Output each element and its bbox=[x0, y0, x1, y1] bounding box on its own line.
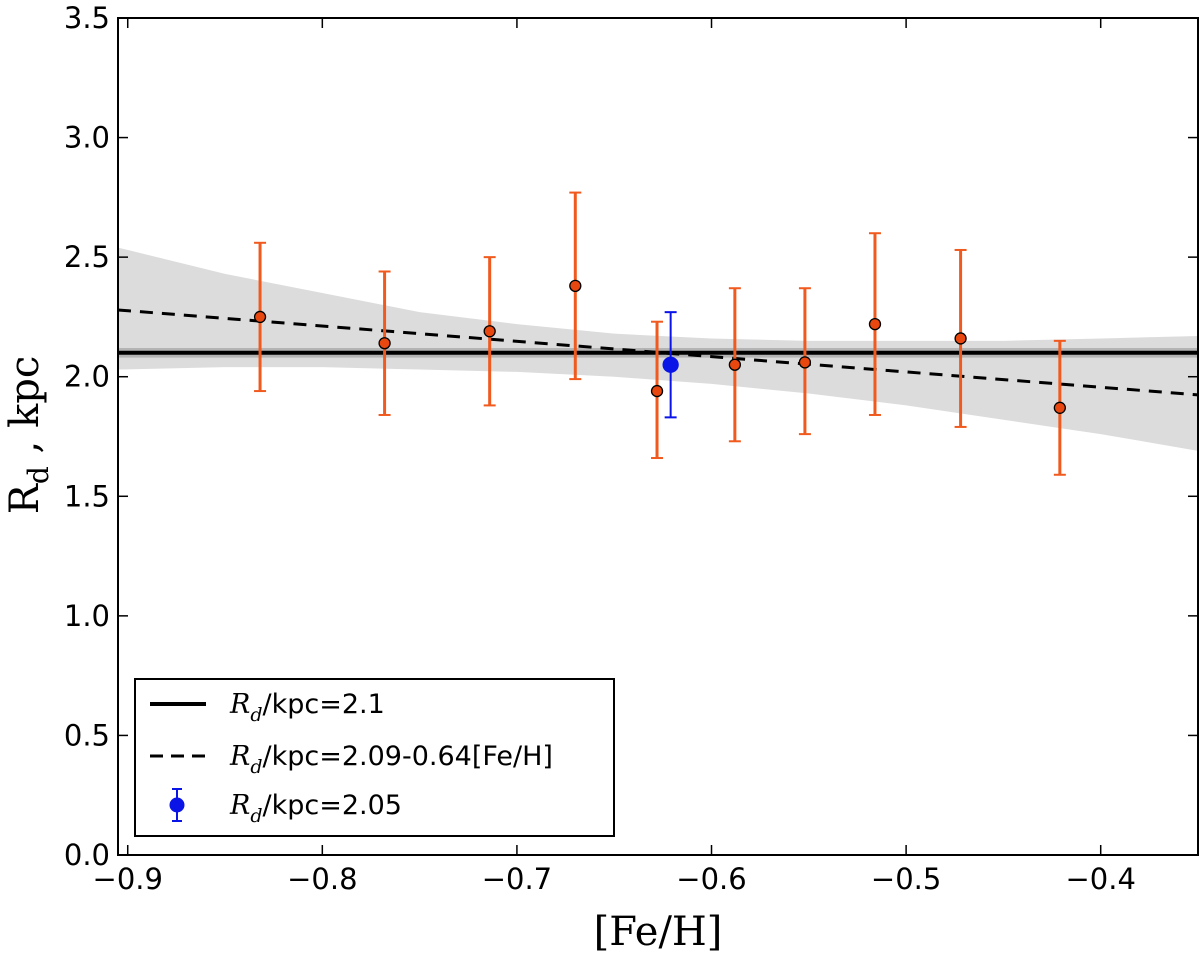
legend-entry: Rd/kpc=2.09-0.64[Fe/H] bbox=[150, 741, 553, 778]
legend-label: Rd/kpc=2.05 bbox=[229, 790, 402, 827]
y-axis-title-main: R bbox=[2, 482, 48, 514]
bin-point bbox=[650, 384, 664, 398]
legend-label: Rd/kpc=2.09-0.64[Fe/H] bbox=[229, 741, 553, 778]
bin-point bbox=[253, 310, 267, 324]
bin-point bbox=[1053, 401, 1066, 414]
bin-point bbox=[868, 317, 882, 331]
x-tick-label: −0.4 bbox=[1065, 862, 1135, 896]
legend-label-sub: d bbox=[250, 805, 262, 827]
y-axis-title-rest: , kpc bbox=[2, 356, 48, 466]
y-tick-label: 3.5 bbox=[64, 1, 110, 35]
legend-label-var: R bbox=[229, 689, 250, 720]
legend-frame bbox=[134, 678, 615, 837]
y-tick-label: 1.5 bbox=[64, 479, 110, 513]
y-tick-label: 2.5 bbox=[64, 240, 110, 274]
legend-label-sub: d bbox=[250, 704, 262, 726]
y-axis-title-sub: d bbox=[22, 466, 55, 484]
x-tick-label: −0.5 bbox=[871, 862, 941, 896]
legend-label-text: /kpc=2.05 bbox=[263, 790, 402, 821]
y-tick-label: 0.0 bbox=[64, 838, 110, 872]
legend-label-sub: d bbox=[250, 756, 262, 778]
bin-point bbox=[378, 337, 391, 350]
x-axis-title: [Fe/H] bbox=[594, 909, 723, 954]
bin-point bbox=[569, 279, 582, 292]
bin-point bbox=[483, 325, 496, 338]
bin-point bbox=[954, 332, 967, 345]
plot-frame bbox=[117, 17, 1199, 856]
bin-point bbox=[798, 356, 812, 369]
x-ticks: −0.9 −0.8 −0.7 −0.6 −0.5 −0.4 bbox=[93, 18, 1136, 896]
legend-entry: Rd/kpc=2.1 bbox=[150, 689, 385, 726]
linear-fit-line bbox=[117, 308, 1199, 397]
x-tick-label: −0.9 bbox=[93, 862, 163, 896]
legend-label-text: /kpc=2.1 bbox=[263, 689, 385, 720]
legend-label-var: R bbox=[229, 741, 250, 772]
legend-swatch-point bbox=[169, 797, 185, 813]
y-tick-label: 0.5 bbox=[64, 718, 110, 752]
data-points bbox=[253, 279, 1066, 414]
legend-label-text: /kpc=2.09-0.64[Fe/H] bbox=[263, 741, 553, 772]
legend: Rd/kpc=2.1Rd/kpc=2.09-0.64[Fe/H]Rd/kpc=2… bbox=[134, 678, 615, 837]
axes bbox=[117, 17, 1199, 856]
y-tick-label: 3.0 bbox=[64, 121, 110, 155]
y-tick-label: 2.0 bbox=[64, 360, 110, 394]
y-ticks: 0.0 0.5 1.0 1.5 2.0 2.5 3.0 3.5 bbox=[64, 1, 1198, 872]
legend-label-var: R bbox=[229, 790, 250, 821]
x-tick-label: −0.8 bbox=[287, 862, 357, 896]
x-tick-label: −0.7 bbox=[482, 862, 552, 896]
x-tick-label: −0.6 bbox=[676, 862, 746, 896]
y-tick-label: 1.0 bbox=[64, 599, 110, 633]
legend-entry: Rd/kpc=2.05 bbox=[169, 788, 402, 827]
legend-label: Rd/kpc=2.1 bbox=[229, 689, 385, 726]
mean-point bbox=[662, 356, 679, 373]
bin-point bbox=[728, 358, 742, 371]
y-axis-title: Rd , kpc bbox=[2, 356, 55, 514]
